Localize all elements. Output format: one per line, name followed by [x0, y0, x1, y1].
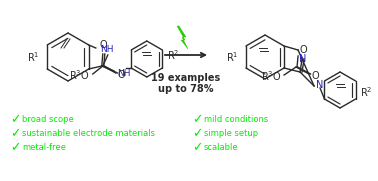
Text: broad scope: broad scope [22, 115, 74, 125]
Text: R$^3$O: R$^3$O [69, 68, 90, 82]
Text: ✓: ✓ [192, 142, 203, 155]
Text: ✓: ✓ [10, 127, 20, 140]
Text: simple setup: simple setup [204, 129, 258, 138]
Text: R$^1$: R$^1$ [226, 50, 238, 64]
Text: 19 examples: 19 examples [151, 73, 221, 83]
Text: O: O [100, 40, 108, 50]
Text: O: O [299, 45, 307, 55]
Text: ✓: ✓ [192, 113, 203, 127]
Text: NH: NH [117, 68, 130, 77]
Text: O: O [118, 70, 125, 80]
Text: metal-free: metal-free [22, 144, 66, 153]
Text: scalable: scalable [204, 144, 239, 153]
Text: R$^3$O: R$^3$O [262, 69, 282, 83]
Text: NH: NH [100, 45, 113, 54]
Text: O: O [311, 71, 319, 81]
Polygon shape [177, 26, 188, 49]
Text: mild conditions: mild conditions [204, 115, 268, 125]
Text: R$^1$: R$^1$ [26, 50, 39, 64]
Text: ✓: ✓ [10, 113, 20, 127]
Text: ✓: ✓ [10, 142, 20, 155]
Text: N: N [316, 80, 324, 90]
Text: N: N [299, 54, 307, 64]
Text: R$^2$: R$^2$ [360, 85, 372, 99]
Text: up to 78%: up to 78% [158, 84, 214, 94]
Text: sustainable electrode materials: sustainable electrode materials [22, 129, 155, 138]
Text: R$^2$: R$^2$ [167, 48, 179, 62]
Text: ✓: ✓ [192, 127, 203, 140]
